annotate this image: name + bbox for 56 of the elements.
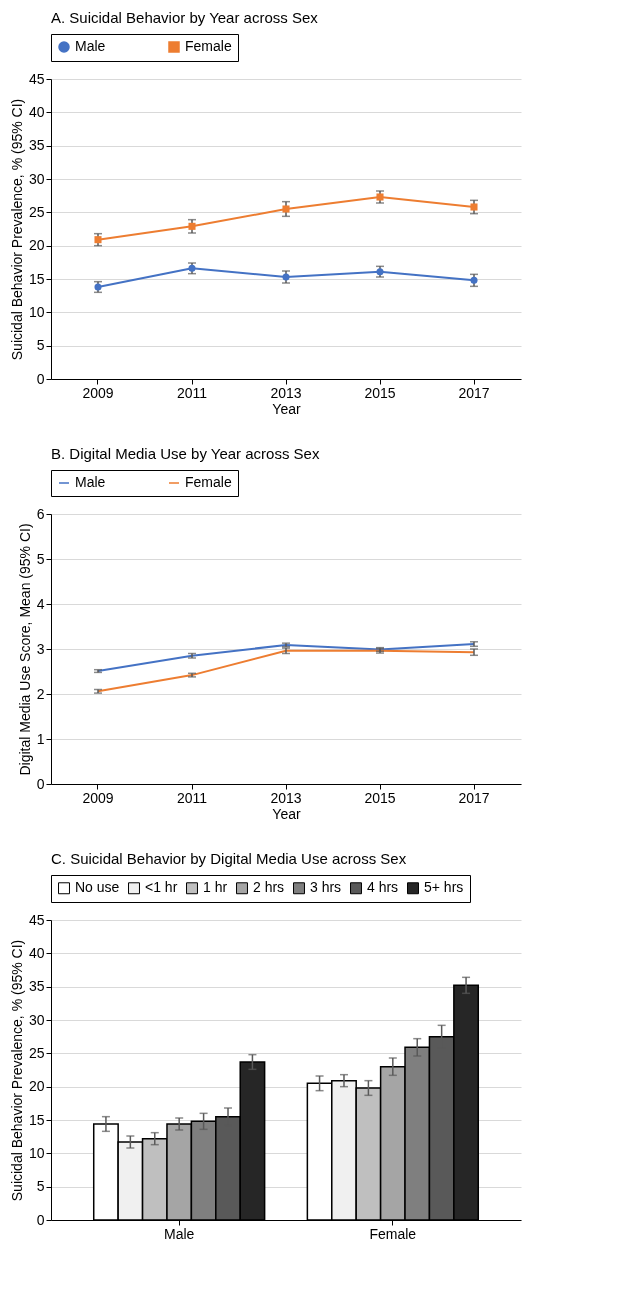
x-tick-label: 2009 — [82, 789, 114, 806]
y-tick-label: 40 — [28, 103, 45, 120]
y-tick-label: 3 — [36, 640, 45, 657]
y-tick-label: 5 — [36, 550, 45, 567]
legend-label: <1 hr — [145, 879, 178, 896]
y-tick-label: 5 — [36, 1178, 45, 1195]
legend-label: Female — [185, 38, 232, 54]
y-tick-label: 45 — [28, 911, 45, 928]
legend-label: Male — [75, 474, 106, 490]
y-axis-title: Digital Media Use Score, Mean (95% CI) — [16, 523, 33, 776]
x-tick-label: 2013 — [270, 789, 302, 806]
legend-label: Male — [75, 38, 106, 54]
y-tick-label: 10 — [28, 1144, 45, 1161]
legend-label: 2 hrs — [253, 879, 285, 896]
y-axis-title: Suicidal Behavior Prevalence, % (95% CI) — [8, 98, 25, 361]
x-tick-label: 2009 — [82, 384, 114, 401]
x-tick-label: 2015 — [364, 384, 396, 401]
chart-title: B. Digital Media Use by Year across Sex — [51, 444, 320, 462]
y-tick-label: 35 — [28, 137, 45, 154]
y-tick-label: 0 — [36, 1211, 45, 1228]
y-tick-label: 40 — [28, 944, 45, 961]
y-tick-label: 5 — [36, 337, 45, 354]
y-tick-label: 20 — [28, 1078, 45, 1095]
x-tick-label: 2011 — [176, 384, 208, 401]
legend-label: 1 hr — [203, 879, 228, 896]
legend-label: 4 hrs — [367, 879, 399, 896]
chart-title: C. Suicidal Behavior by Digital Media Use across Sex — [51, 849, 407, 867]
chart-title: A. Suicidal Behavior by Year across Sex — [51, 8, 319, 26]
x-tick-label: 2017 — [458, 384, 490, 401]
legend-label: 5+ hrs — [424, 879, 464, 896]
x-tick-label: 2015 — [364, 789, 396, 806]
y-tick-label: 2 — [36, 685, 45, 702]
y-axis-title: Suicidal Behavior Prevalence, % (95% CI) — [8, 939, 25, 1202]
legend-label: Female — [185, 474, 232, 490]
y-tick-label: 45 — [28, 70, 45, 87]
y-tick-label: 35 — [28, 978, 45, 995]
y-tick-label: 0 — [36, 370, 45, 387]
y-tick-label: 6 — [36, 505, 45, 522]
y-tick-label: 25 — [28, 203, 45, 220]
legend-label: 3 hrs — [310, 879, 342, 896]
y-tick-label: 10 — [28, 303, 45, 320]
y-tick-label: 1 — [36, 730, 45, 747]
y-tick-label: 4 — [36, 595, 45, 612]
y-tick-label: 20 — [28, 237, 45, 254]
y-tick-label: 25 — [28, 1044, 45, 1061]
y-tick-label: 30 — [28, 170, 45, 187]
x-tick-label: 2011 — [176, 789, 208, 806]
x-axis-title: Year — [272, 805, 301, 822]
x-tick-label: 2017 — [458, 789, 490, 806]
y-tick-label: 15 — [28, 270, 45, 287]
y-tick-label: 30 — [28, 1011, 45, 1028]
y-tick-label: 0 — [36, 775, 45, 792]
legend-label: No use — [75, 879, 120, 896]
x-axis-title: Year — [272, 400, 301, 417]
y-tick-label: 15 — [28, 1111, 45, 1128]
x-tick-label: 2013 — [270, 384, 302, 401]
